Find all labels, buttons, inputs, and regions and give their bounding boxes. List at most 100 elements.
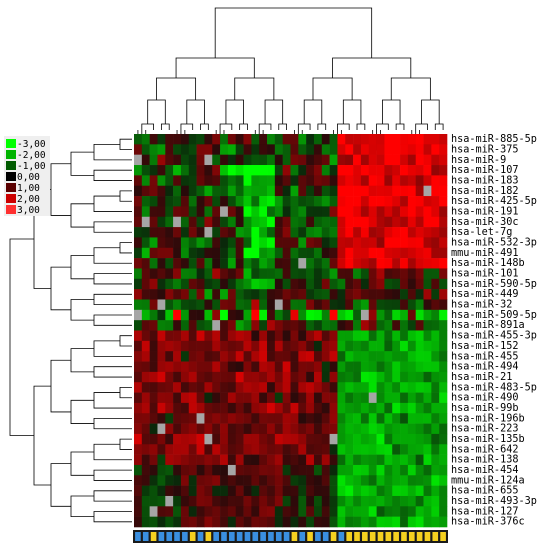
heatmap-cell	[220, 227, 229, 238]
heatmap-cell	[360, 516, 370, 528]
heatmap-cell	[407, 506, 417, 517]
heatmap-cell	[157, 475, 166, 486]
heatmap-cell	[196, 258, 205, 269]
heatmap-cell	[400, 506, 409, 517]
heatmap-cell	[407, 165, 417, 176]
heatmap-cell	[400, 382, 409, 393]
heatmap-cell	[329, 444, 338, 455]
heatmap-cell	[431, 206, 440, 218]
heatmap-cell	[134, 433, 143, 445]
row-label: hsa-miR-493-3p	[451, 496, 537, 507]
heatmap-cell	[329, 351, 338, 362]
heatmap-cell	[345, 196, 354, 207]
dendrogram-branch	[234, 77, 275, 100]
heatmap-cell	[360, 382, 370, 393]
heatmap-cell	[290, 475, 299, 486]
heatmap-cell	[227, 247, 237, 259]
heatmap-cell	[353, 144, 362, 155]
heatmap-cell	[321, 154, 330, 166]
heatmap-cell	[188, 340, 197, 352]
heatmap-cell	[134, 216, 143, 228]
heatmap-cell	[321, 371, 330, 383]
heatmap-cell	[423, 134, 432, 145]
heatmap-cell	[368, 506, 377, 517]
heatmap-cell	[274, 506, 283, 517]
heatmap-cell	[134, 289, 143, 300]
heatmap-cell	[298, 206, 307, 218]
heatmap-cell	[415, 361, 424, 373]
heatmap-cell	[243, 495, 252, 507]
heatmap-cell	[243, 402, 252, 414]
heatmap-cell	[204, 175, 213, 187]
heatmap-cell	[227, 330, 237, 342]
heatmap-cell	[141, 485, 150, 497]
heatmap-cell	[188, 185, 197, 197]
heatmap-cell	[212, 175, 221, 187]
heatmap-cell	[282, 392, 291, 404]
heatmap-cell	[243, 134, 252, 145]
heatmap-cell	[141, 278, 150, 290]
heatmap-cell	[345, 185, 354, 197]
heatmap-cell	[423, 464, 432, 476]
heatmap-cell	[227, 165, 237, 176]
heatmap-cell	[384, 340, 393, 352]
heatmap-cell	[173, 330, 182, 342]
heatmap-cell	[321, 485, 330, 497]
heatmap-cell	[235, 351, 244, 362]
heatmap-cell	[345, 330, 354, 342]
heatmap-cell	[141, 402, 150, 414]
heatmap-cell	[345, 444, 354, 455]
heatmap-cell	[329, 413, 338, 424]
heatmap-cell	[235, 371, 244, 383]
heatmap-cell	[439, 196, 448, 207]
heatmap-cell	[415, 299, 424, 311]
heatmap-cell	[267, 340, 276, 352]
heatmap-cell	[400, 516, 409, 528]
heatmap-cell	[313, 423, 323, 435]
heatmap-cell	[204, 340, 213, 352]
heatmap-cell	[259, 444, 268, 455]
heatmap-cell	[243, 371, 252, 383]
heatmap-cell	[165, 392, 174, 404]
heatmap-cell	[415, 382, 424, 393]
heatmap-cell	[267, 299, 276, 311]
heatmap-cell	[313, 371, 323, 383]
heatmap-cell	[415, 475, 424, 486]
row-label: hsa-miR-376c	[451, 517, 525, 528]
heatmap-cell	[439, 175, 448, 187]
heatmap-cell	[165, 175, 174, 187]
heatmap-cell	[165, 330, 174, 342]
heatmap-cell	[360, 216, 370, 228]
heatmap-cell	[196, 444, 205, 455]
heatmap-cell	[235, 485, 244, 497]
heatmap-cell	[149, 402, 158, 414]
heatmap-cell	[180, 196, 190, 207]
heatmap-cell	[353, 247, 362, 259]
heatmap-cell	[353, 475, 362, 486]
heatmap-cell	[173, 309, 182, 321]
heatmap-cell	[439, 165, 448, 176]
row-label: hsa-let-7g	[451, 227, 512, 238]
heatmap-cell	[259, 309, 268, 321]
dendrogram-branch	[119, 335, 132, 347]
heatmap-cell	[274, 165, 283, 176]
heatmap-cell	[188, 320, 197, 331]
heatmap-cell	[392, 402, 401, 414]
heatmap-cell	[282, 227, 291, 238]
heatmap-cell	[368, 227, 377, 238]
group-marker	[244, 532, 251, 541]
heatmap-cell	[180, 433, 190, 445]
heatmap-cell	[353, 516, 362, 528]
heatmap-cell	[384, 196, 393, 207]
heatmap-cell	[251, 423, 260, 435]
heatmap-cell	[290, 227, 299, 238]
heatmap-cell	[212, 382, 221, 393]
heatmap-cell	[290, 196, 299, 207]
heatmap-cell	[400, 196, 409, 207]
heatmap-cell	[313, 185, 323, 197]
heatmap-cell	[384, 299, 393, 311]
heatmap-cell	[259, 206, 268, 218]
heatmap-cell	[157, 237, 166, 249]
heatmap-cell	[227, 361, 237, 373]
heatmap-cell	[196, 351, 205, 362]
